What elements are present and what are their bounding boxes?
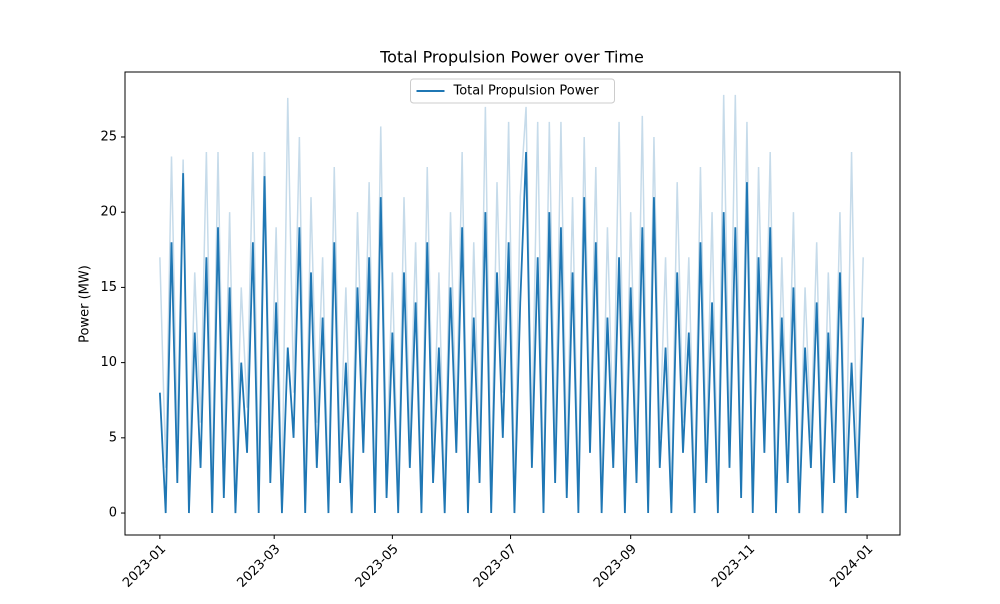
x-tick-label: 2023-09 bbox=[591, 542, 640, 591]
x-tick-label: 2023-03 bbox=[234, 542, 283, 591]
legend: Total Propulsion Power bbox=[410, 78, 615, 104]
legend-label: Total Propulsion Power bbox=[453, 84, 600, 99]
y-tick-label: 10 bbox=[100, 355, 117, 370]
x-tick-label: 2023-07 bbox=[471, 542, 520, 591]
x-tick-label: 2023-05 bbox=[353, 542, 402, 591]
chart-title: Total Propulsion Power over Time bbox=[379, 48, 644, 67]
x-tick-label: 2024-01 bbox=[827, 542, 876, 591]
y-axis-label: Power (MW) bbox=[78, 265, 93, 343]
legend-frame bbox=[410, 78, 615, 104]
band-line bbox=[159, 94, 864, 499]
x-tick-label: 2023-11 bbox=[709, 542, 758, 591]
series-line bbox=[158, 151, 865, 514]
y-tick-label: 25 bbox=[100, 129, 117, 144]
y-tick-label: 20 bbox=[100, 205, 117, 220]
plot-frame bbox=[124, 71, 901, 536]
y-tick-label: 15 bbox=[100, 280, 117, 295]
y-tick-label: 5 bbox=[109, 430, 117, 445]
x-tick-label: 2023-01 bbox=[120, 542, 169, 591]
y-tick-label: 0 bbox=[109, 506, 117, 521]
